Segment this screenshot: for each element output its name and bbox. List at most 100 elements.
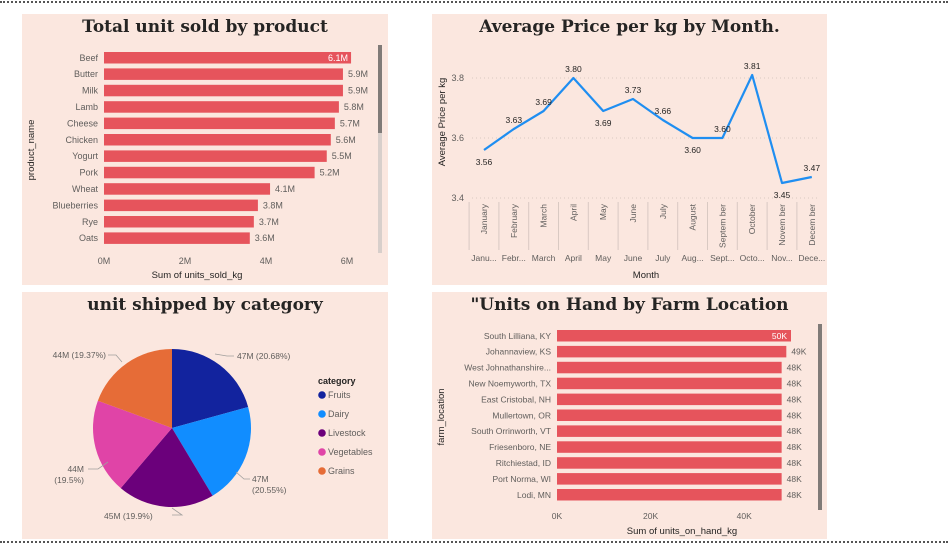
data-label: 3.60 [714,124,731,134]
category-label: Mullertown, OR [492,410,551,420]
bar [104,134,331,146]
pie-slice-livestock [120,428,213,507]
data-label: 3.60 [684,145,701,155]
bar [557,377,782,390]
category-label: Lamb [75,102,98,112]
data-label: (20.55%) [252,485,287,495]
legend-label: Livestock [328,428,366,438]
bar [557,489,782,501]
data-label: 3.56 [476,157,493,167]
category-label: Chicken [65,135,98,145]
avg-price-panel[interactable]: Average Price per kg by Month. 3.4 3.6 3.8… [432,14,827,285]
pie-slice-dairy [172,406,251,496]
bar [557,457,782,469]
bar [104,52,352,64]
data-label: 49K [791,347,806,357]
x-axis-title: Sum of units_sold_kg [152,270,243,281]
x-tick-label: 0M [98,256,111,266]
data-label: 5.8M [344,102,364,112]
category-label: Febr... [502,253,526,263]
bar [104,150,327,162]
dashboard-bottom-border [0,541,948,543]
avg-price-title: Average Price per kg by Month. [479,17,780,37]
legend-marker [318,448,326,456]
bar [557,361,782,374]
data-label: 48K [787,490,802,500]
legend-marker [318,429,326,437]
bar [104,117,335,130]
y-tick-label: 3.6 [451,133,464,143]
rotated-category-label: Novem ber [777,204,787,246]
category-label: Milk [82,86,98,96]
category-label: Octo... [740,253,765,263]
units-on-hand-panel[interactable]: "Units on Hand by Farm Location South Li… [432,292,827,539]
legend-marker [318,391,326,399]
data-label: 48K [787,442,802,452]
category-label: New Noemyworth, TX [468,378,551,388]
data-label: 48K [787,474,802,484]
data-label: 3.47 [804,163,821,173]
data-label: 45M (19.9%) [104,511,153,521]
legend-label: Vegetables [328,447,373,457]
pie-slice-vegetables [92,400,172,489]
rotated-category-label: Decem ber [807,204,817,246]
data-label: 4.1M [275,184,295,194]
dashboard-top-border [0,1,948,3]
category-label: April [565,253,582,263]
units-shipped-chart: 47M (20.68%) 47M(20.55%) 45M (19.9%) 44M(19… [53,349,373,521]
data-label: 5.9M [348,69,368,79]
data-label: 50K [772,331,787,341]
data-label: 5.7M [340,118,360,128]
units-shipped-panel[interactable]: unit shipped by category 47M (20.68%) 47M… [22,292,388,539]
x-tick-label: 0K [552,511,563,521]
bar [104,166,315,179]
data-label: 6.1M [328,53,348,63]
data-label: 3.66 [655,106,672,116]
bar [104,232,250,244]
data-label: 3.8M [263,200,283,210]
bar [104,183,271,195]
data-label: 47M [252,474,269,484]
data-label: 5.9M [348,86,368,96]
data-label: 3.7M [259,217,279,227]
data-label: 5.6M [336,135,356,145]
data-label: 3.63 [506,115,523,125]
data-label: 48K [787,363,802,373]
category-label: March [532,253,556,263]
category-label: East Cristobal, NH [481,394,551,404]
pie-slice-grains [97,349,172,428]
rotated-category-label: July [658,203,668,219]
legend-label: Dairy [328,409,350,419]
legend-title: category [318,376,356,386]
rotated-category-label: Septem ber [717,204,727,248]
category-label: Dece... [798,253,825,263]
legend-marker [318,467,326,475]
rotated-category-label: March [539,204,549,228]
bar [104,199,258,212]
scrollbar-track [378,45,382,253]
data-label: 48K [787,426,802,436]
data-label: 48K [787,458,802,468]
bar [557,425,782,437]
category-label: Yogurt [72,151,98,161]
category-label: June [624,253,643,263]
y-axis-title: farm_location [436,388,447,445]
rotated-category-label: May [598,203,608,220]
category-label: South Orrinworth, VT [471,426,551,436]
data-label: 5.5M [332,151,352,161]
data-label: 48K [787,394,802,404]
units-sold-panel[interactable]: Total unit sold by product Beef 6.1M Butte… [22,14,388,285]
category-label: South Lilliana, KY [484,331,551,341]
category-label: Blueberries [52,200,98,210]
bar [557,345,787,358]
units-sold-chart: Beef 6.1M Butter 5.9M Milk 5.9M Lamb 5.8M Cheese… [26,45,382,281]
units-on-hand-title: "Units on Hand by Farm Location [470,295,789,315]
category-label: Butter [74,69,98,79]
units-on-hand-chart: South Lilliana, KY 50K Johannaview, KS 49K W… [436,324,822,537]
leader-line [214,353,234,357]
price-line [483,73,813,185]
data-label: 3.73 [625,85,642,95]
legend-label: Grains [328,466,355,476]
y-axis-title: Average Price per kg [437,78,448,167]
data-label: 5.2M [320,168,340,178]
